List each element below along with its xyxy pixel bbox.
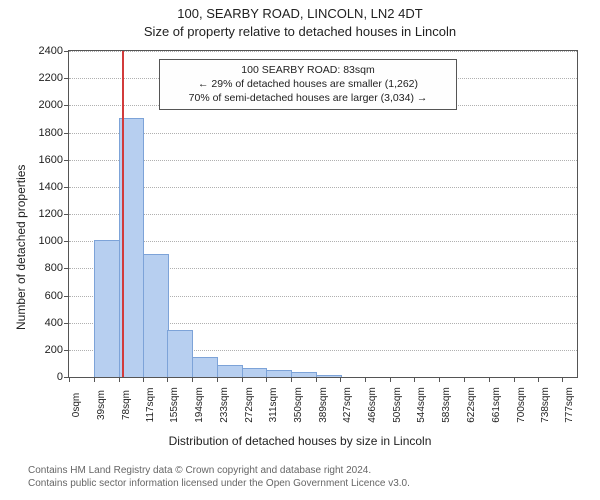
y-tick-label: 1400 — [39, 181, 63, 193]
y-tick — [64, 51, 69, 52]
annotation-line: 70% of semi-detached houses are larger (… — [168, 91, 448, 105]
x-tick — [439, 377, 440, 382]
x-tick-label: 78sqm — [119, 390, 132, 420]
x-tick-label: 544sqm — [414, 387, 427, 423]
x-tick-label: 194sqm — [192, 387, 205, 423]
x-tick-label: 466sqm — [365, 387, 378, 423]
x-tick — [217, 377, 218, 382]
grid-line — [69, 51, 577, 52]
x-tick-label: 350sqm — [291, 387, 304, 423]
x-tick — [143, 377, 144, 382]
attribution-line-2: Contains public sector information licen… — [28, 478, 410, 491]
plot-area: 0200400600800100012001400160018002000220… — [68, 50, 578, 378]
y-tick-label: 1600 — [39, 154, 63, 166]
x-tick-label: 622sqm — [464, 387, 477, 423]
grid-line — [69, 133, 577, 134]
y-tick-label: 1000 — [39, 235, 63, 247]
x-tick — [316, 377, 317, 382]
y-tick — [64, 241, 69, 242]
histogram-bar — [217, 365, 243, 377]
attribution-text: Contains HM Land Registry data © Crown c… — [28, 465, 410, 490]
x-tick — [562, 377, 563, 382]
y-tick-label: 1800 — [39, 127, 63, 139]
y-tick — [64, 160, 69, 161]
x-tick-label: 738sqm — [538, 387, 551, 423]
y-tick-label: 1200 — [39, 208, 63, 220]
x-tick-label: 233sqm — [217, 387, 230, 423]
histogram-bar — [316, 375, 342, 377]
x-tick-label: 505sqm — [390, 387, 403, 423]
y-tick-label: 2200 — [39, 72, 63, 84]
annotation-box: 100 SEARBY ROAD: 83sqm← 29% of detached … — [159, 59, 457, 110]
annotation-line: 100 SEARBY ROAD: 83sqm — [168, 63, 448, 77]
x-tick — [242, 377, 243, 382]
x-tick-label: 155sqm — [167, 387, 180, 423]
y-tick-label: 0 — [57, 371, 63, 383]
x-tick-label: 117sqm — [143, 388, 156, 423]
x-tick — [266, 377, 267, 382]
x-tick — [538, 377, 539, 382]
x-tick — [167, 377, 168, 382]
histogram-bar — [242, 368, 268, 377]
y-tick — [64, 133, 69, 134]
x-tick-label: 583sqm — [439, 387, 452, 423]
x-tick-label: 427sqm — [340, 387, 353, 423]
x-tick — [414, 377, 415, 382]
grid-line — [69, 214, 577, 215]
x-tick-label: 39sqm — [94, 390, 107, 420]
x-tick-label: 389sqm — [316, 387, 329, 423]
y-tick-label: 2400 — [39, 45, 63, 57]
x-tick — [119, 377, 120, 382]
y-tick-label: 400 — [45, 317, 63, 329]
y-axis-label: Number of detached properties — [14, 165, 28, 330]
grid-line — [69, 241, 577, 242]
histogram-bar — [266, 370, 292, 377]
x-axis-label: Distribution of detached houses by size … — [0, 434, 600, 448]
histogram-bar — [143, 254, 169, 377]
x-tick — [192, 377, 193, 382]
x-tick — [514, 377, 515, 382]
histogram-bar — [167, 330, 193, 377]
property-marker-line — [122, 51, 124, 377]
y-tick-label: 200 — [45, 344, 63, 356]
y-tick — [64, 296, 69, 297]
y-tick — [64, 105, 69, 106]
address-title: 100, SEARBY ROAD, LINCOLN, LN2 4DT — [0, 6, 600, 21]
page-root: 100, SEARBY ROAD, LINCOLN, LN2 4DT Size … — [0, 0, 600, 500]
y-tick-label: 800 — [45, 262, 63, 274]
x-tick — [390, 377, 391, 382]
x-tick-label: 661sqm — [489, 387, 502, 423]
y-tick — [64, 214, 69, 215]
grid-line — [69, 160, 577, 161]
x-tick — [365, 377, 366, 382]
y-tick — [64, 78, 69, 79]
y-tick — [64, 323, 69, 324]
y-tick-label: 600 — [45, 290, 63, 302]
x-tick — [340, 377, 341, 382]
histogram-bar — [291, 372, 317, 377]
x-tick — [489, 377, 490, 382]
x-tick — [464, 377, 465, 382]
grid-line — [69, 187, 577, 188]
x-tick-label: 311sqm — [266, 388, 279, 423]
y-tick — [64, 187, 69, 188]
x-tick — [69, 377, 70, 382]
x-tick — [94, 377, 95, 382]
y-tick — [64, 350, 69, 351]
x-tick-label: 700sqm — [514, 387, 527, 423]
y-tick-label: 2000 — [39, 99, 63, 111]
x-tick-label: 777sqm — [562, 387, 575, 423]
x-tick-label: 272sqm — [242, 387, 255, 423]
x-tick — [291, 377, 292, 382]
y-tick — [64, 268, 69, 269]
histogram-bar — [94, 240, 120, 378]
attribution-line-1: Contains HM Land Registry data © Crown c… — [28, 465, 410, 478]
page-subtitle: Size of property relative to detached ho… — [0, 24, 600, 39]
histogram-bar — [192, 357, 218, 377]
x-tick-label: 0sqm — [69, 393, 82, 417]
annotation-line: ← 29% of detached houses are smaller (1,… — [168, 77, 448, 91]
